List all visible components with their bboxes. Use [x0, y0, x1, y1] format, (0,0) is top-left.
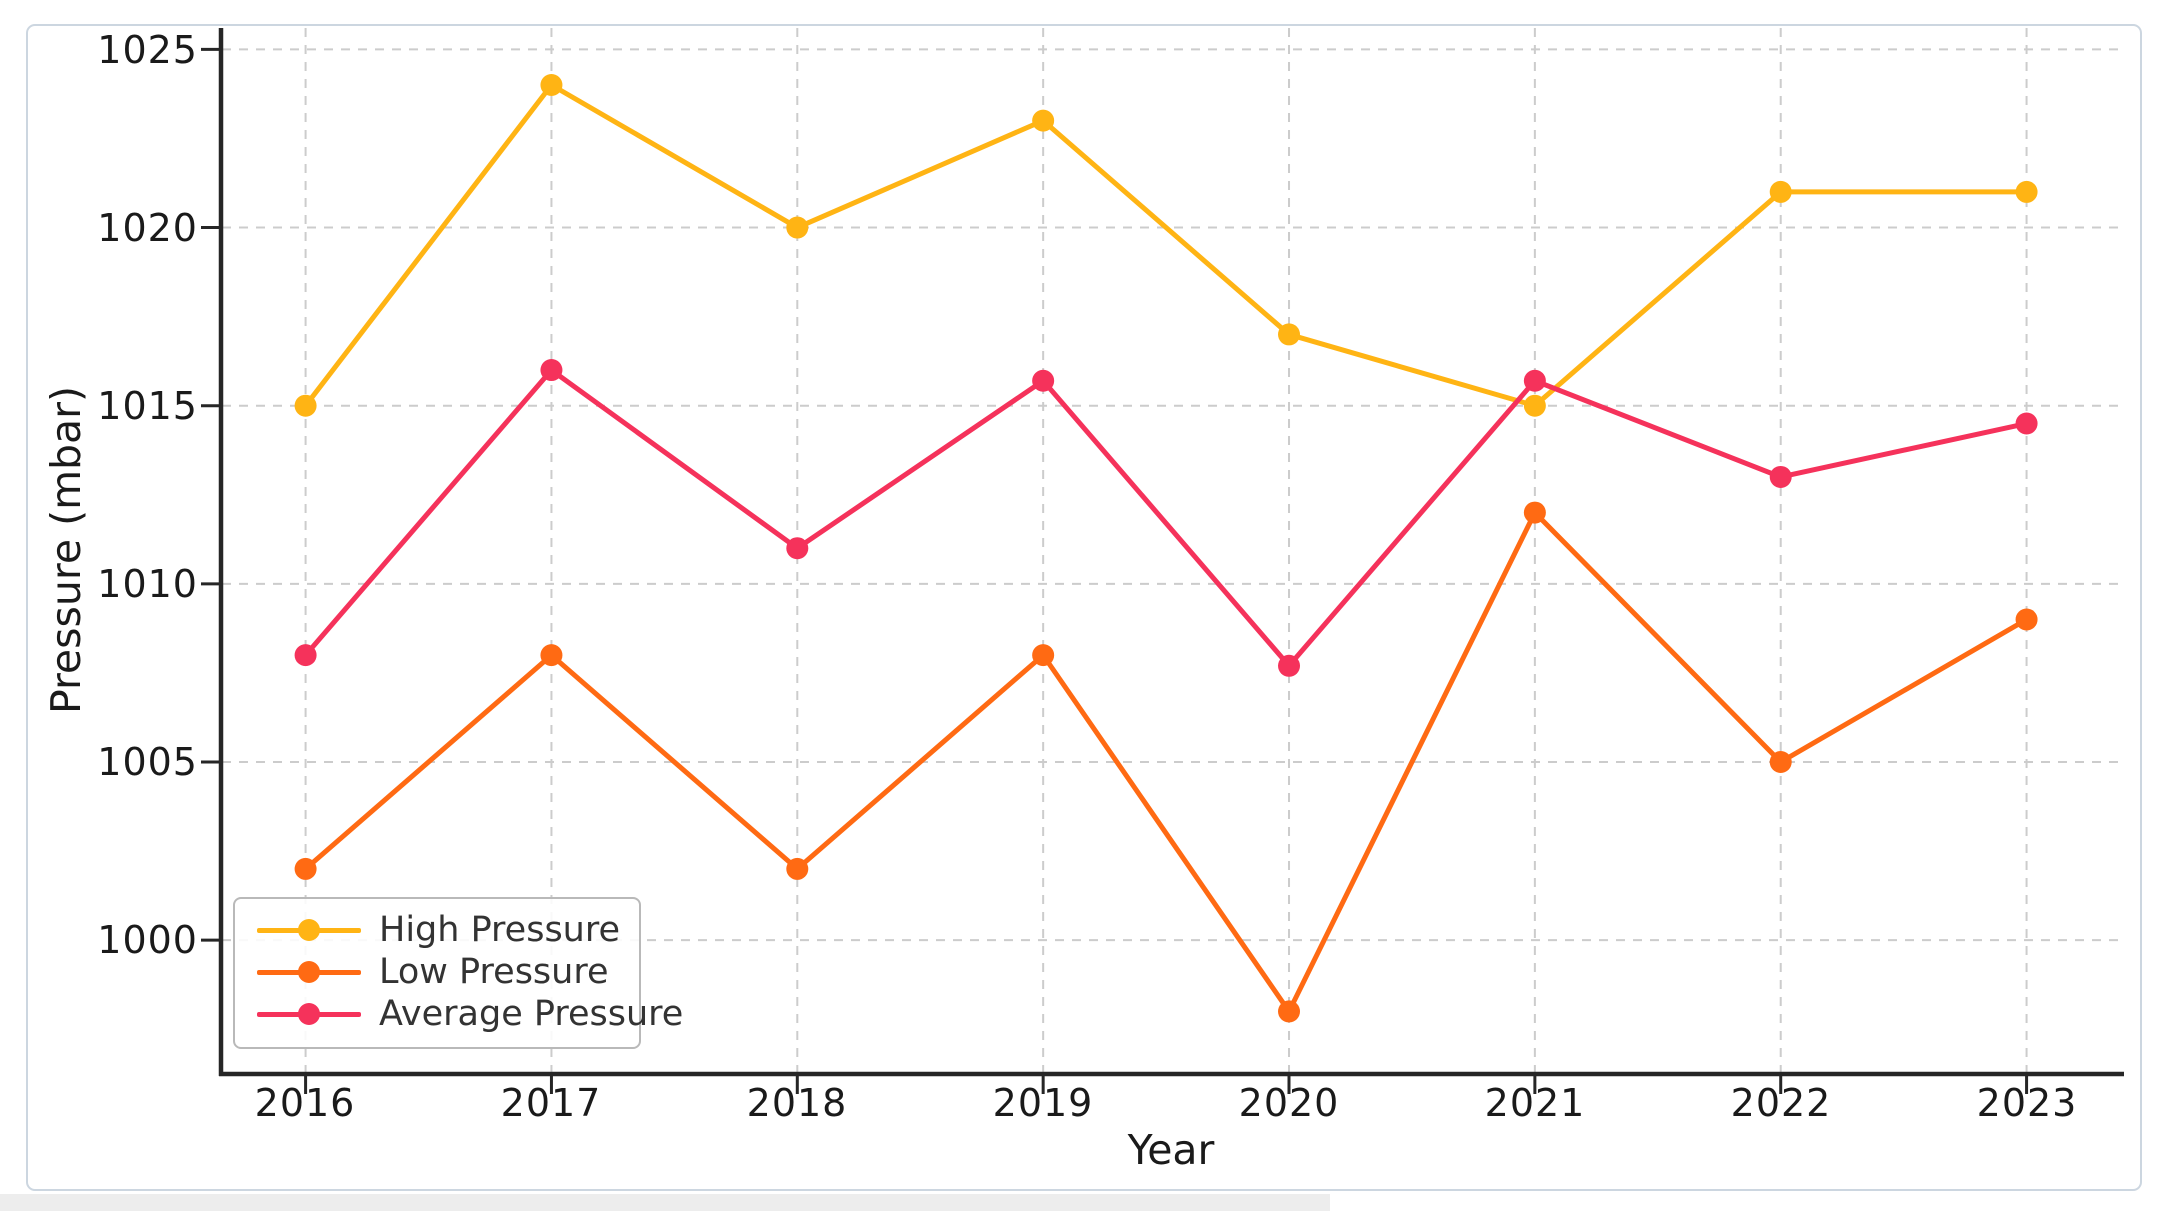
- legend-item-label: Low Pressure: [379, 952, 609, 992]
- legend-item-label: Average Pressure: [379, 994, 684, 1034]
- legend-marker-low-pressure-icon: [257, 961, 361, 983]
- legend: High Pressure Low Pressure Average Press…: [233, 897, 683, 1049]
- page-bottom-strip: [0, 1194, 1330, 1211]
- legend-marker-high-pressure-icon: [257, 919, 361, 941]
- xtick-label: 2023: [1976, 1081, 2078, 1125]
- xtick-label: 2020: [1238, 1081, 1340, 1125]
- legend-marker-average-pressure-icon: [257, 1003, 361, 1025]
- ytick-label: 1000: [97, 918, 198, 962]
- ytick-label: 1005: [97, 740, 198, 784]
- ytick-label: 1015: [97, 384, 198, 428]
- xtick-label: 2018: [746, 1081, 848, 1125]
- x-axis-label: Year: [1127, 1126, 1215, 1174]
- xtick-label: 2021: [1484, 1081, 1586, 1125]
- ytick-label: 1020: [97, 206, 198, 250]
- legend-item-label: High Pressure: [379, 910, 621, 950]
- xtick-label: 2022: [1730, 1081, 1832, 1125]
- ytick-label: 1025: [97, 28, 198, 72]
- xtick-label: 2019: [992, 1081, 1094, 1125]
- ytick-label: 1010: [97, 562, 198, 606]
- legend-item-average-pressure: Average Pressure: [235, 993, 683, 1035]
- xtick-label: 2017: [500, 1081, 602, 1125]
- xtick-label: 2016: [254, 1081, 356, 1125]
- legend-item-high-pressure: High Pressure: [235, 909, 639, 951]
- y-axis-label: Pressure (mbar): [42, 385, 90, 715]
- legend-item-low-pressure: Low Pressure: [235, 951, 639, 993]
